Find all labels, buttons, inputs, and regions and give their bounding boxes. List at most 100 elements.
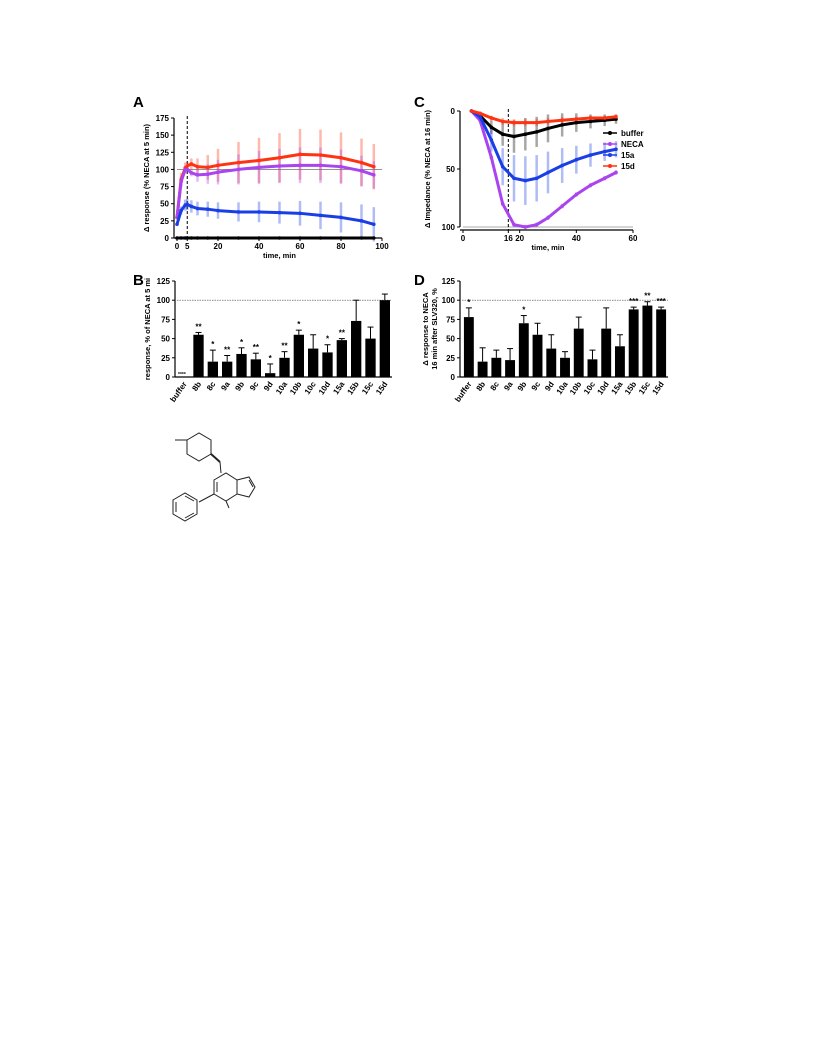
chart-d-x-tick-label-15a: 15a xyxy=(610,380,625,397)
chart-d-bar-9c xyxy=(532,334,543,377)
chart-b: 0 25 50 75 100 125 response, % of NECA at 5 mi… xyxy=(143,277,392,404)
chart-b-significance-9b: * xyxy=(240,338,244,347)
chart-a-series-aa44ee-point xyxy=(216,170,220,174)
chart-b-x-tick-label-9a: 9a xyxy=(219,380,232,393)
chart-a-series-000000-point xyxy=(318,236,323,240)
chart-c-series-neca-point xyxy=(574,192,579,197)
chart-c: 0 50 100 0 16 20 40 60 time, min Δ Impedance (% N… xyxy=(423,107,644,252)
chart-a-y-tick-label: 25 xyxy=(160,217,169,226)
chart-b-bar-15b xyxy=(351,320,362,377)
chart-d-bar-10b xyxy=(573,328,584,377)
chart-c-series-neca-point xyxy=(614,170,618,175)
chart-a-x-tick-label: 100 xyxy=(375,242,389,251)
chart-c-series-15d-point xyxy=(523,120,528,125)
chart-a-series-ff3311-point xyxy=(205,165,210,170)
chart-c-x-tick-label: 16 xyxy=(504,234,513,243)
chart-c-series-buffer-point xyxy=(512,134,516,139)
chart-a-series-1a3ee6-point xyxy=(372,222,376,227)
chart-d-y-tick-label: 100 xyxy=(442,296,456,305)
chart-c-x-tick-label: 0 xyxy=(461,234,466,243)
chart-c-series-neca-point xyxy=(534,222,539,227)
chart-c-series-15d-point xyxy=(500,119,505,124)
chart-a-series-000000-point xyxy=(236,236,241,240)
chemical-structure xyxy=(172,432,256,522)
chart-c-series-neca-point xyxy=(489,155,494,160)
chart-a-x-tick-label: 60 xyxy=(296,242,305,251)
chart-b-x-tick-label-15d: 15d xyxy=(374,380,389,397)
chart-c-series-15d-point xyxy=(546,119,550,124)
chart-a-series-1a3ee6-point xyxy=(257,210,261,214)
chart-a-series-aa44ee-point xyxy=(185,167,190,172)
chart-c-series-neca-point xyxy=(560,204,564,208)
chart-a-series-aa44ee-point xyxy=(257,165,261,170)
chart-a-series-000000-point xyxy=(359,236,364,240)
chart-d-x-tick-label-10c: 10c xyxy=(582,380,597,397)
chart-d-y-tick-label: 25 xyxy=(446,354,455,363)
chart-a-series-1a3ee6-point xyxy=(205,207,210,211)
chart-d-y-tick-label: 125 xyxy=(442,277,456,286)
chart-a-y-tick-label: 75 xyxy=(160,183,169,192)
chart-a-series-aa44ee-point xyxy=(277,164,282,168)
chart-a-series-000000-point xyxy=(195,236,200,240)
chart-a-x-tick-label: 5 xyxy=(185,242,190,251)
chart-d-y-tick-label: 75 xyxy=(446,315,455,324)
chart-a-x-axis-label: time, min xyxy=(263,251,296,260)
chart-a-series-ff3311-point xyxy=(257,158,261,163)
chart-d-bar-9d xyxy=(546,348,557,377)
chart-a-x-tick-label: 0 xyxy=(175,242,180,251)
panel-a-letter: A xyxy=(133,94,144,111)
chart-a-series-aa44ee-point xyxy=(195,173,200,177)
chart-a-series-aa44ee-point xyxy=(372,173,376,177)
chart-d-x-tick-label-8c: 8c xyxy=(488,380,501,393)
chart-a-x-tick-label: 20 xyxy=(214,242,223,251)
chart-a-series-000000-point xyxy=(339,236,343,240)
chart-d-bar-15a xyxy=(614,346,625,377)
chart-c-series-15d-point xyxy=(534,120,539,125)
chart-c-series-15a-point xyxy=(546,170,550,175)
chart-c-series-15d-point xyxy=(588,116,593,120)
chart-a-series-1a3ee6-point xyxy=(359,219,364,223)
chart-c-series-buffer-point xyxy=(560,123,564,127)
chart-b-bar-10a xyxy=(279,357,290,377)
chart-b-x-tick-label-10d: 10d xyxy=(317,380,332,397)
chart-c-x-tick-label: 20 xyxy=(515,234,524,243)
chart-b-bar-10b xyxy=(293,334,304,377)
chart-a-series-000000-point xyxy=(189,236,194,240)
chart-d-x-tick-label-10a: 10a xyxy=(555,380,570,397)
chart-a-series-1a3ee6-point xyxy=(318,213,323,218)
chart-a-series-000000-point xyxy=(372,236,376,240)
chart-a-series-000000-point xyxy=(175,236,179,240)
chart-a-y-tick-label: 125 xyxy=(156,148,170,157)
chart-c-legend-15d-label: 15d xyxy=(621,162,635,171)
chart-c-series-15d-point xyxy=(614,115,618,119)
chart-d-bar-10a xyxy=(560,357,570,377)
chart-d-x-tick-label-9c: 9c xyxy=(530,380,543,393)
chart-d-x-tick-label-10b: 10b xyxy=(568,380,583,397)
chart-a-series-ff3311-point xyxy=(277,155,282,160)
chart-c-series-15d-point xyxy=(512,120,516,125)
chart-d: 0 25 50 75 100 125 Δ response to NECA 16 min af… xyxy=(421,277,668,404)
chart-b-bar-15c xyxy=(365,338,376,377)
chart-d-bar-buffer xyxy=(463,317,474,377)
chart-b-bar-15d xyxy=(379,300,390,377)
chart-c-series-buffer-point xyxy=(574,120,579,125)
chart-d-x-tick-label-15c: 15c xyxy=(637,380,652,397)
chart-b-significance-9d: * xyxy=(269,354,273,363)
chart-b-y-tick-label: 50 xyxy=(161,335,170,344)
chart-a-x-tick-label: 80 xyxy=(337,242,346,251)
chart-b-bar-15a xyxy=(336,340,347,377)
chart-b-bar-9a xyxy=(222,361,233,377)
chart-a-series-ff3311-point xyxy=(216,163,220,168)
chart-b-y-tick-label: 0 xyxy=(166,373,171,382)
chart-b-x-tick-label-10c: 10c xyxy=(303,380,318,397)
chart-c-series-15a-point xyxy=(534,176,539,181)
chart-b-y-axis-label: response, % of NECA at 5 mi xyxy=(143,278,152,380)
chart-c-series-buffer-point xyxy=(534,130,539,134)
chart-d-x-tick-label-9b: 9b xyxy=(516,380,529,393)
chart-b-x-tick-label-8c: 8c xyxy=(205,380,218,393)
chart-a-y-tick-label: 50 xyxy=(160,200,169,209)
chart-a-series-ff3311-point xyxy=(185,164,190,168)
chart-b-x-tick-label-9b: 9b xyxy=(233,380,246,393)
panel-c-letter: C xyxy=(414,94,425,111)
chart-a-y-axis-label: Δ response (% NECA at 5 min) xyxy=(142,123,151,232)
